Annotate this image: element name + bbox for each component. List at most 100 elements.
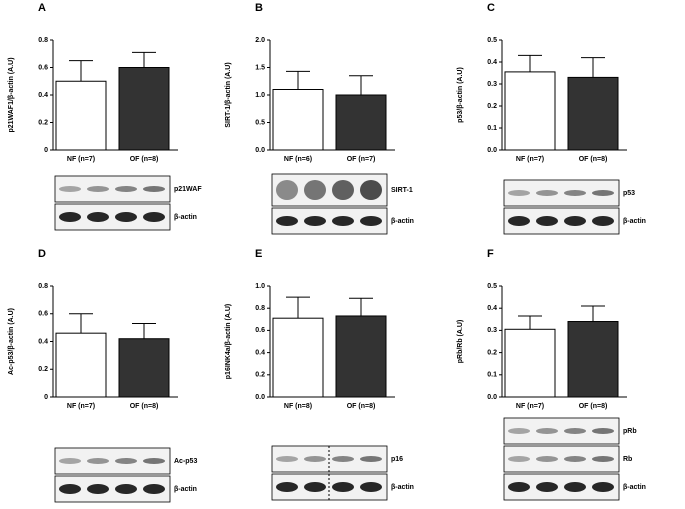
bar: [335, 315, 387, 398]
blot-band: [143, 186, 165, 192]
y-tick-label: 0.2: [487, 349, 497, 356]
blot-band: [276, 216, 298, 226]
bar: [55, 332, 107, 398]
blot-label: Rb: [623, 456, 632, 463]
blot-band: [143, 484, 165, 494]
y-tick-label: 0.4: [255, 349, 265, 356]
blot-band: [536, 428, 558, 434]
y-tick-label: 0.2: [487, 103, 497, 110]
blot-band: [332, 456, 354, 462]
bar: [272, 317, 324, 398]
y-tick-label: 0.0: [255, 394, 265, 401]
error-bar: [286, 296, 310, 319]
panel-letter: B: [255, 2, 263, 14]
blot-label: β-actin: [391, 484, 414, 491]
blot-label: β-actin: [623, 484, 646, 491]
blot-band: [59, 212, 81, 222]
blot-band: [115, 484, 137, 494]
blot-band: [536, 216, 558, 226]
bar: [55, 80, 107, 151]
blot-band: [508, 456, 530, 462]
blot-band: [276, 180, 298, 200]
blot-band: [332, 216, 354, 226]
x-tick-label: OF (n=8): [130, 403, 159, 410]
x-tick-label: NF (n=7): [516, 156, 544, 163]
blot-band: [592, 190, 614, 196]
y-tick-label: 0.3: [487, 327, 497, 334]
y-tick-label: 0.5: [255, 119, 265, 126]
bar: [567, 321, 619, 398]
blot-label: pRb: [623, 428, 637, 435]
bar: [118, 338, 170, 398]
y-tick-label: 0.2: [38, 366, 48, 373]
blot-label: β-actin: [391, 218, 414, 225]
x-tick-label: OF (n=8): [579, 156, 608, 163]
blot-band: [564, 428, 586, 434]
x-tick-label: OF (n=8): [130, 156, 159, 163]
blot-band: [143, 212, 165, 222]
blot-band: [592, 482, 614, 492]
blot-band: [304, 180, 326, 200]
bar: [118, 67, 170, 151]
panel-letter: C: [487, 2, 495, 14]
y-tick-label: 0.4: [38, 338, 48, 345]
x-tick-label: NF (n=7): [67, 403, 95, 410]
blot-band: [87, 212, 109, 222]
y-tick-label: 0.8: [38, 283, 48, 290]
y-axis-label: p21WAF1/β-actin (A.U): [8, 57, 15, 132]
blot-label: p16: [391, 456, 403, 463]
y-tick-label: 2.0: [255, 37, 265, 44]
y-tick-label: 0.1: [487, 372, 497, 379]
panel-letter: E: [255, 248, 262, 260]
error-bar: [349, 297, 373, 316]
y-tick-label: 0.0: [487, 394, 497, 401]
blot-band: [87, 458, 109, 464]
y-axis-label: SIRT-1/β-actin (A.U): [225, 62, 232, 127]
y-axis-label: p16INK4a/β-actin (A.U): [225, 304, 232, 379]
bar: [504, 328, 556, 398]
blot-band: [564, 216, 586, 226]
blot-band: [87, 484, 109, 494]
blot-band: [508, 428, 530, 434]
blot-band: [592, 456, 614, 462]
y-tick-label: 0.4: [38, 92, 48, 99]
blot-band: [592, 428, 614, 434]
blot-band: [276, 456, 298, 462]
error-bar: [132, 322, 156, 339]
blot-band: [276, 482, 298, 492]
panel-letter: A: [38, 2, 46, 14]
y-tick-label: 0.6: [38, 311, 48, 318]
blot-band: [115, 186, 137, 192]
blot-band: [304, 456, 326, 462]
bar: [567, 76, 619, 151]
error-bar: [349, 75, 373, 95]
blot-band: [508, 216, 530, 226]
y-axis-label: p53/β-actin (A.U): [457, 67, 464, 123]
blot-band: [59, 458, 81, 464]
blot-band: [332, 482, 354, 492]
y-tick-label: 1.0: [255, 283, 265, 290]
blot-band: [59, 484, 81, 494]
blot-band: [115, 212, 137, 222]
x-tick-label: OF (n=7): [347, 156, 376, 163]
x-tick-label: NF (n=7): [516, 403, 544, 410]
y-tick-label: 0.2: [38, 119, 48, 126]
panel-letter: D: [38, 248, 46, 260]
x-tick-label: NF (n=6): [284, 156, 312, 163]
blot-label: β-actin: [174, 486, 197, 493]
y-tick-label: 1.5: [255, 64, 265, 71]
blot-label: p53: [623, 190, 635, 197]
y-tick-label: 0: [44, 147, 48, 154]
x-tick-label: OF (n=8): [579, 403, 608, 410]
y-tick-label: 0.0: [487, 147, 497, 154]
error-bar: [581, 305, 605, 322]
blot-band: [564, 190, 586, 196]
blot-band: [564, 456, 586, 462]
blot-band: [360, 180, 382, 200]
blot-band: [508, 190, 530, 196]
error-bar: [518, 315, 542, 330]
y-tick-label: 0.5: [487, 283, 497, 290]
bar: [335, 94, 387, 151]
y-tick-label: 0.0: [255, 147, 265, 154]
